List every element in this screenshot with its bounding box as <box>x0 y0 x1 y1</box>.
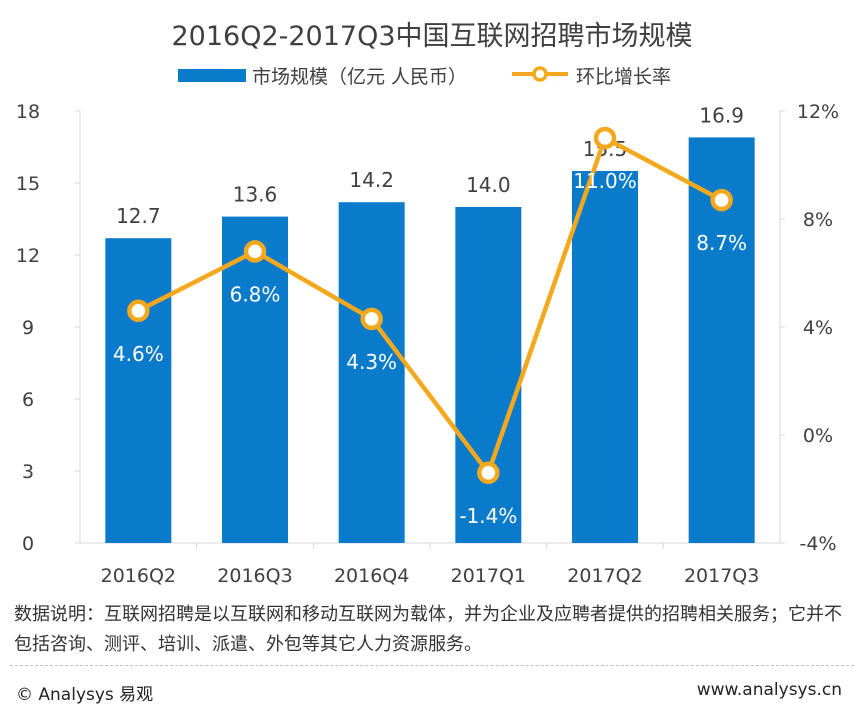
y-right-tick-label: 0% <box>803 425 833 447</box>
bar-value-label: 14.0 <box>466 173 511 197</box>
x-tick-label: 2016Q2 <box>101 565 176 587</box>
y-left-tick-label: 0 <box>22 533 34 555</box>
y-right-tick-label: -4% <box>800 533 837 555</box>
growth-rate-label: 4.6% <box>113 342 164 366</box>
growth-rate-label: -1.4% <box>459 504 517 528</box>
bar-value-label: 13.6 <box>233 183 278 207</box>
y-right-tick-label: 8% <box>803 209 833 231</box>
legend-line-label: 环比增长率 <box>576 66 672 88</box>
bar-value-label: 14.2 <box>349 168 394 192</box>
legend-bar-swatch <box>178 69 246 82</box>
x-tick-label: 2017Q3 <box>684 565 759 587</box>
y-left-tick-label: 3 <box>22 461 34 483</box>
x-tick-label: 2016Q3 <box>217 565 292 587</box>
x-tick-label: 2016Q4 <box>334 565 409 587</box>
x-tick-label: 2017Q2 <box>567 565 642 587</box>
data-note: 数据说明：互联网招聘是以互联网和移动互联网为载体，并为企业及应聘者提供的招聘相关… <box>14 604 842 655</box>
legend-bar-label: 市场规模（亿元 人民币） <box>252 66 468 88</box>
legend-line-swatch <box>512 66 568 82</box>
bar <box>572 171 638 543</box>
footer-divider <box>10 665 854 666</box>
growth-rate-label: 8.7% <box>696 231 747 255</box>
growth-point <box>360 307 383 331</box>
y-right-tick-label: 4% <box>803 317 833 339</box>
y-left-tick-label: 9 <box>22 317 34 339</box>
growth-rate-label: 11.0% <box>573 169 637 193</box>
growth-point <box>477 461 500 485</box>
website-text: www.analysys.cn <box>696 680 842 700</box>
growth-point <box>593 126 617 150</box>
y-left-tick-label: 6 <box>22 389 34 411</box>
bar <box>222 216 288 543</box>
chart-title: 2016Q2-2017Q3中国互联网招聘市场规模 <box>171 21 693 52</box>
growth-line <box>137 135 723 476</box>
bar <box>338 202 405 543</box>
growth-rate-label: 6.8% <box>230 282 281 306</box>
bar-value-label: 12.7 <box>116 204 161 228</box>
bar <box>455 207 522 543</box>
growth-rate-label: 4.3% <box>346 350 397 374</box>
y-left-tick-label: 15 <box>16 173 40 195</box>
y-right-tick-label: 12% <box>797 101 839 123</box>
copyright-text: © Analysys 易观 <box>16 685 154 705</box>
growth-point <box>243 240 267 263</box>
y-left-tick-label: 12 <box>16 245 40 267</box>
y-left-tick-label: 18 <box>16 101 40 123</box>
bar <box>105 238 172 543</box>
growth-point <box>710 188 733 212</box>
bar-value-label: 16.9 <box>699 103 744 127</box>
growth-point <box>127 299 150 323</box>
chart-plot-area: 0 3 6 9 12 15 18 -4% 0% 4% 8% 12% 2016Q2 2016Q3 2016Q4… <box>16 101 839 587</box>
chart-legend: 市场规模（亿元 人民币） 环比增长率 <box>0 60 864 88</box>
x-tick-label: 2017Q1 <box>451 565 526 587</box>
